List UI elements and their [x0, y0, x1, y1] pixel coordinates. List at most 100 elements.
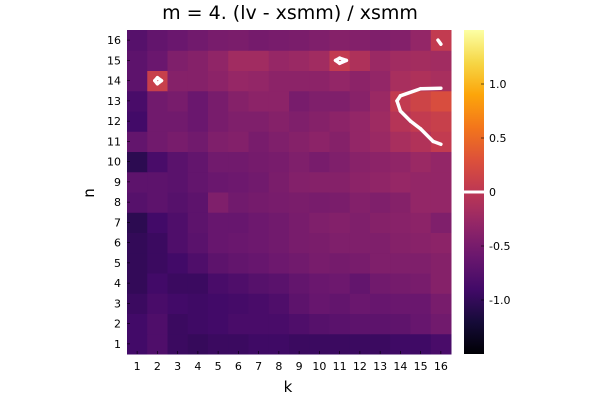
heatmap-cell	[208, 90, 229, 112]
heatmap-cell	[228, 333, 249, 355]
heatmap-cell	[410, 293, 432, 314]
heatmap-cell	[289, 333, 310, 355]
heatmap-cell	[147, 212, 168, 233]
heatmap-cell	[370, 50, 391, 71]
heatmap-cell	[268, 252, 290, 274]
heatmap-cell	[248, 111, 270, 132]
heatmap-cell	[208, 232, 229, 254]
y-tick-label: 5	[114, 257, 121, 270]
heatmap-cell	[349, 50, 371, 71]
heatmap-cell	[268, 171, 290, 193]
contour-segment	[418, 86, 443, 91]
heatmap-cell	[309, 171, 330, 193]
colorbar-tick-label: 0.5	[489, 132, 507, 145]
contour-segment	[398, 86, 423, 98]
heatmap-cell	[289, 50, 310, 71]
heatmap-cell	[309, 70, 330, 92]
heatmap-cell	[248, 313, 270, 335]
heatmap-cell	[309, 273, 330, 294]
heatmap-cell	[147, 50, 168, 71]
heatmap-cell	[329, 273, 351, 294]
x-axis-label: k	[284, 378, 293, 396]
y-axis-label: n	[80, 188, 98, 198]
heatmap-cell	[167, 313, 189, 335]
heatmap-cell	[430, 30, 452, 51]
heatmap-cell	[430, 252, 452, 274]
heatmap-cell	[430, 192, 452, 213]
heatmap-cell	[187, 30, 209, 51]
heatmap-cell	[248, 90, 270, 112]
heatmap-cell	[410, 70, 432, 92]
heatmap-cell	[187, 70, 209, 92]
colorbar-tick-label: 0	[489, 186, 496, 199]
colorbar-tick-label: -0.5	[489, 240, 510, 253]
heatmap-cell	[349, 30, 371, 51]
heatmap-cell	[167, 30, 189, 51]
heatmap-cell	[268, 111, 290, 132]
heatmap-cell	[289, 90, 310, 112]
heatmap-cell	[228, 232, 249, 254]
contour-segment	[155, 75, 164, 83]
heatmap-cell	[228, 212, 249, 233]
heatmap-cell	[390, 313, 411, 335]
heatmap-cell	[127, 131, 148, 152]
heatmap-cell	[147, 313, 168, 335]
heatmap-cell	[430, 151, 452, 173]
heatmap-cell	[329, 212, 351, 233]
heatmap-cell	[390, 50, 411, 71]
heatmap-cell	[289, 192, 310, 213]
heatmap-cell	[430, 232, 452, 254]
heatmap-cell	[370, 70, 391, 92]
heatmap-cell	[167, 333, 189, 355]
x-tick-label: 13	[373, 360, 387, 373]
heatmap-cell	[268, 212, 290, 233]
y-tick-label: 12	[107, 115, 121, 128]
heatmap-cell	[329, 232, 351, 254]
heatmap-cell	[208, 313, 229, 335]
contour-segment	[395, 99, 403, 113]
heatmap-cell	[268, 50, 290, 71]
heatmap-cell	[309, 232, 330, 254]
heatmap-cell	[329, 30, 351, 51]
x-tick-label: 12	[353, 360, 367, 373]
heatmap-cell	[147, 70, 168, 92]
heatmap-cell	[268, 293, 290, 314]
heatmap-cell	[248, 131, 270, 152]
heatmap-cell	[187, 232, 209, 254]
heatmap-cell	[248, 30, 270, 51]
heatmap-cells	[127, 30, 452, 355]
heatmap-cell	[248, 50, 270, 71]
heatmap-cell	[370, 111, 391, 132]
heatmap-cell	[329, 313, 351, 335]
heatmap-cell	[167, 70, 189, 92]
y-tick-label: 11	[107, 135, 121, 148]
heatmap-cell	[410, 151, 432, 173]
heatmap-cell	[187, 313, 209, 335]
heatmap-cell	[228, 293, 249, 314]
heatmap-cell	[127, 192, 148, 213]
heatmap-cell	[289, 273, 310, 294]
heatmap-cell	[187, 151, 209, 173]
heatmap-cell	[167, 293, 189, 314]
heatmap-cell	[228, 151, 249, 173]
heatmap-cell	[248, 232, 270, 254]
y-tick-label: 7	[114, 216, 121, 229]
heatmap-cell	[390, 151, 411, 173]
heatmap-cell	[349, 151, 371, 173]
heatmap-cell	[167, 171, 189, 193]
heatmap-cell	[248, 252, 270, 274]
x-axis-ticks: 1 2 3 4 5 6 7 8 9 10 11 12 13 14 15 16	[134, 351, 448, 373]
x-tick-label: 2	[154, 360, 161, 373]
heatmap-cell	[410, 30, 432, 51]
y-tick-label: 10	[107, 156, 121, 169]
heatmap-cell	[370, 131, 391, 152]
heatmap-cell	[127, 273, 148, 294]
x-tick-label: 9	[296, 360, 303, 373]
heatmap-cell	[349, 252, 371, 274]
heatmap-cell	[147, 131, 168, 152]
heatmap-cell	[127, 70, 148, 92]
heatmap-cell	[309, 111, 330, 132]
heatmap-cell	[127, 252, 148, 274]
heatmap-cell	[208, 293, 229, 314]
